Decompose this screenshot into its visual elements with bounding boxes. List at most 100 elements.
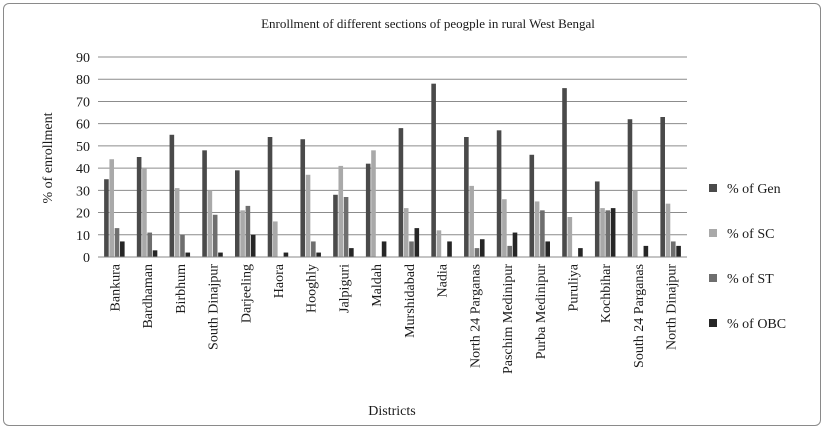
x-tick-label: Murshidabad	[403, 264, 418, 338]
bar-nadia-series-0	[431, 83, 436, 257]
bar-jalpiguri-series-0	[333, 194, 338, 257]
bars	[104, 83, 681, 257]
bar-bardhaman-series-0	[136, 157, 142, 257]
bar-north-dinajpur-series-1	[665, 203, 671, 257]
bar-puruliya-series-1	[567, 217, 573, 257]
bar-paschim-medinipur-series-2	[507, 245, 512, 257]
bar-bardhaman-series-2	[147, 232, 153, 257]
bar-south-dinajpur-series-3	[218, 252, 223, 257]
bar-birbhum-series-3	[185, 252, 191, 257]
gridlines	[98, 56, 687, 236]
legend-swatch	[709, 184, 717, 192]
x-tick-label: Kochbihar	[599, 264, 614, 323]
x-tick-label: North 24 Parganas	[468, 264, 483, 368]
bar-hooghly-series-2	[311, 241, 316, 257]
bar-jalpiguri-series-2	[343, 197, 349, 257]
legend-swatch	[709, 229, 717, 237]
bar-nadia-series-3	[447, 241, 452, 257]
y-axis-ticks: 0 10 20 30 40 50 60 70 80 90	[76, 51, 90, 266]
bar-darjeeling-series-1	[240, 210, 245, 257]
bar-chart: Enrollment of different sections of peog…	[41, 16, 786, 419]
x-axis-label: Districts	[368, 404, 415, 419]
y-tick-label: 10	[76, 229, 90, 244]
bar-purba-medinipur-series-2	[540, 210, 545, 257]
bar-north-24-parganas-series-0	[464, 137, 469, 257]
legend-swatch	[709, 274, 717, 282]
bar-jalpiguri-series-3	[349, 248, 354, 257]
bar-south-dinajpur-series-2	[212, 214, 218, 257]
x-tick-label: Haora	[272, 263, 287, 298]
bar-hooghly-series-0	[300, 139, 306, 257]
bar-haora-series-1	[273, 221, 278, 257]
bar-murshidabad-series-1	[403, 208, 409, 257]
x-tick-label: Puruliya	[567, 263, 582, 311]
y-tick-label: 70	[76, 95, 90, 110]
bar-paschim-medinipur-series-0	[496, 130, 502, 257]
chart-frame: Enrollment of different sections of peog…	[3, 3, 821, 426]
bar-hooghly-series-3	[316, 252, 321, 257]
bar-darjeeling-series-0	[235, 170, 240, 257]
x-tick-label: Birbhum	[174, 264, 189, 314]
bar-bankura-series-1	[109, 159, 115, 257]
bar-north-dinajpur-series-2	[670, 241, 676, 257]
bar-birbhum-series-0	[169, 134, 175, 257]
bar-north-24-parganas-series-3	[479, 239, 485, 257]
bar-murshidabad-series-2	[409, 241, 414, 257]
x-tick-label: South Dinajpur	[207, 264, 222, 350]
x-tick-label: Nadia	[436, 263, 451, 297]
bar-kochbihar-series-0	[594, 181, 600, 257]
bar-maldah-series-0	[365, 163, 371, 257]
y-tick-label: 40	[76, 162, 90, 177]
bar-haora-series-3	[283, 252, 289, 257]
x-tick-label: Darjeeling	[239, 264, 254, 323]
bar-south-24-parganas-series-0	[627, 119, 633, 257]
x-tick-label: Purba Medinipur	[534, 264, 549, 360]
y-tick-label: 30	[76, 184, 90, 199]
bar-nadia-series-1	[436, 230, 442, 257]
y-tick-label: 20	[76, 207, 90, 222]
bar-bardhaman-series-3	[152, 250, 158, 257]
y-tick-label: 80	[76, 73, 90, 88]
bar-darjeeling-series-2	[245, 205, 251, 257]
y-tick-label: 90	[76, 51, 90, 66]
legend-label: % of OBC	[727, 317, 786, 332]
bar-bardhaman-series-1	[142, 168, 147, 257]
bar-north-24-parganas-series-1	[469, 185, 474, 257]
x-axis-ticks: Bankura Bardhaman Birbhum South Dinajpur Dar…	[108, 263, 679, 374]
bar-haora-series-0	[267, 137, 273, 257]
bar-south-dinajpur-series-1	[207, 190, 213, 257]
bar-kochbihar-series-3	[610, 208, 616, 257]
bar-paschim-medinipur-series-1	[502, 199, 507, 257]
bar-north-dinajpur-series-3	[676, 245, 681, 257]
bar-puruliya-series-0	[562, 88, 567, 257]
y-axis-label: % of enrollment	[41, 112, 56, 203]
bar-kochbihar-series-1	[600, 208, 605, 257]
bar-south-24-parganas-series-1	[632, 190, 638, 257]
bar-north-dinajpur-series-0	[660, 117, 665, 257]
bar-south-dinajpur-series-0	[202, 150, 207, 257]
legend: % of Gen % of SC % of ST % of OBC	[709, 182, 786, 332]
bar-darjeeling-series-3	[250, 234, 256, 257]
bar-puruliya-series-3	[578, 248, 583, 257]
chart-title: Enrollment of different sections of peog…	[261, 16, 595, 31]
legend-label: % of SC	[727, 227, 774, 242]
legend-label: % of Gen	[727, 182, 781, 197]
bar-maldah-series-1	[371, 150, 376, 257]
bar-purba-medinipur-series-1	[534, 201, 540, 257]
x-tick-label: Jalpiguri	[337, 264, 352, 313]
x-tick-label: South 24 Parganas	[632, 264, 647, 368]
bar-maldah-series-3	[381, 241, 387, 257]
bar-birbhum-series-1	[174, 188, 180, 257]
bar-murshidabad-series-3	[414, 228, 420, 257]
x-tick-label: Bankura	[108, 263, 123, 311]
bar-north-24-parganas-series-2	[474, 248, 480, 257]
x-tick-label: Bardhaman	[141, 264, 156, 329]
bar-bankura-series-3	[120, 241, 125, 257]
bar-birbhum-series-2	[180, 234, 185, 257]
bar-south-24-parganas-series-3	[643, 245, 649, 257]
bar-bankura-series-2	[114, 228, 120, 257]
x-tick-label: North Dinajpur	[665, 264, 680, 350]
y-tick-label: 50	[76, 140, 90, 155]
bar-kochbihar-series-2	[605, 210, 611, 257]
x-tick-label: Paschim Medinipur	[501, 264, 516, 374]
